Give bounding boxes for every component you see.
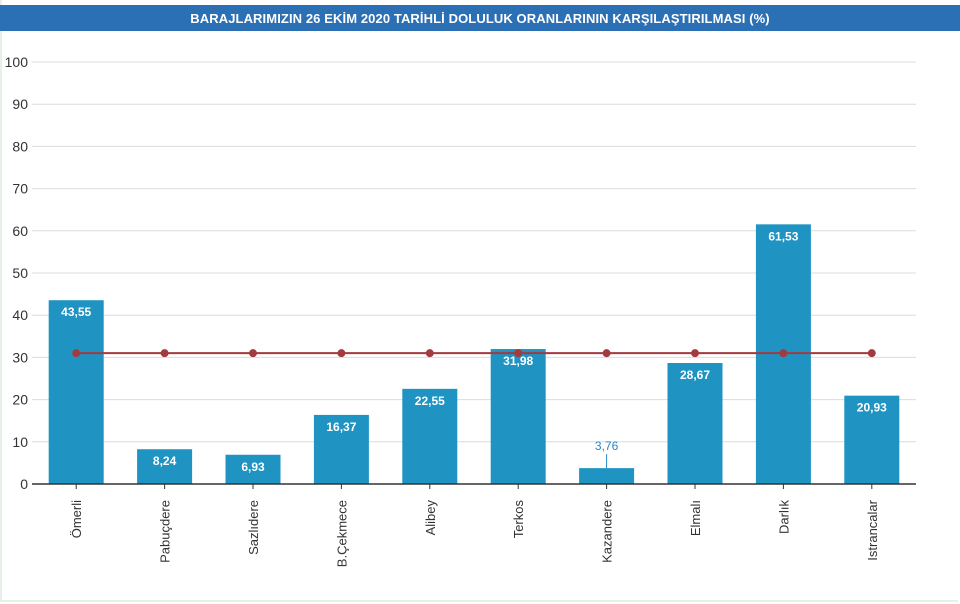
y-tick-label: 40	[12, 307, 28, 323]
average-line-marker	[72, 349, 81, 358]
y-tick-label: 60	[12, 223, 28, 239]
data-label: 22,55	[415, 394, 445, 408]
bar	[579, 468, 635, 484]
y-tick-label: 50	[12, 265, 28, 281]
y-tick-label: 30	[12, 349, 28, 365]
x-tick-label: Terkos	[511, 500, 526, 539]
data-label: 6,93	[241, 460, 265, 474]
y-tick-label: 80	[12, 138, 28, 154]
average-line-marker	[779, 349, 788, 358]
x-tick-label: Ömerli	[69, 500, 84, 538]
data-label: 28,67	[680, 368, 710, 382]
data-label: 61,53	[768, 229, 798, 243]
average-line-marker	[867, 349, 876, 358]
x-tick-label: Sazlıdere	[246, 500, 261, 555]
y-tick-label: 90	[12, 96, 28, 112]
bar	[137, 449, 193, 484]
data-label: 16,37	[326, 420, 356, 434]
average-line-marker	[160, 349, 169, 358]
x-tick-label: B.Çekmece	[334, 500, 349, 567]
average-line-marker	[602, 349, 611, 358]
y-tick-label: 20	[12, 392, 28, 408]
y-tick-label: 100	[5, 54, 29, 70]
x-tick-label: Pabuçdere	[158, 500, 173, 563]
data-label: 8,24	[153, 454, 177, 468]
chart-title-bar: BARAJLARIMIZIN 26 EKİM 2020 TARİHLİ DOLU…	[0, 5, 960, 31]
bar	[844, 395, 900, 484]
x-tick-label: Darlık	[776, 500, 791, 534]
bar	[402, 388, 458, 484]
x-tick-label: Alibey	[423, 500, 438, 536]
y-tick-label: 10	[12, 434, 28, 450]
average-line-marker	[249, 349, 257, 358]
bar	[225, 454, 281, 484]
chart-title: BARAJLARIMIZIN 26 EKİM 2020 TARİHLİ DOLU…	[190, 10, 770, 26]
bar	[48, 300, 104, 484]
data-label: 3,76	[595, 439, 619, 453]
x-tick-label: Elmalı	[688, 500, 703, 536]
bar	[313, 414, 369, 484]
y-tick-label: 0	[20, 476, 28, 492]
bar	[667, 363, 723, 484]
x-tick-label: Istrancalar	[865, 499, 880, 560]
data-label: 31,98	[503, 354, 533, 368]
x-tick-label: Kazandere	[600, 500, 615, 563]
average-line-marker	[337, 349, 346, 358]
average-line-marker	[691, 349, 699, 358]
bar	[490, 349, 546, 484]
data-label: 43,55	[61, 305, 91, 319]
data-label: 20,93	[857, 401, 887, 415]
average-line-marker	[425, 349, 434, 358]
y-tick-label: 70	[12, 181, 28, 197]
average-line-marker	[514, 349, 523, 358]
